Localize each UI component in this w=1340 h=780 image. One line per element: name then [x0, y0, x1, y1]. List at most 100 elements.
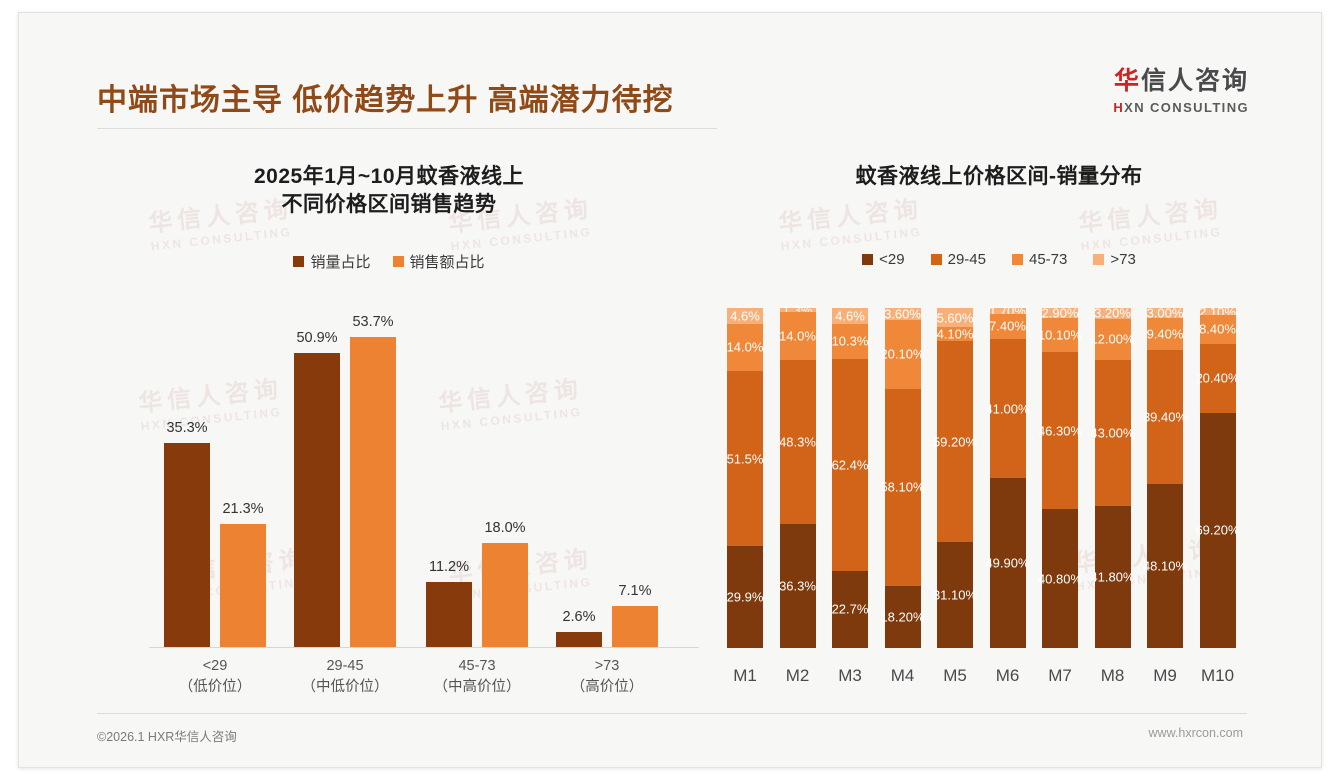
- legend-item[interactable]: >73: [1093, 251, 1136, 268]
- stacked-bar-column[interactable]: 3.20% 12.00% 43.00% 41.80%: [1090, 306, 1135, 648]
- legend-swatch-icon: [862, 254, 874, 265]
- bar-rect[interactable]: [612, 606, 658, 647]
- legend-item[interactable]: 销售额占比: [392, 251, 485, 272]
- stacked-bar-column[interactable]: 2.10% 8.40% 20.40% 69.20%: [1195, 304, 1240, 648]
- stacked-bar-segment[interactable]: 3.60%: [884, 306, 921, 322]
- stacked-bar-segment[interactable]: 51.5%: [727, 371, 763, 547]
- stacked-bar-segment[interactable]: 22.7%: [832, 570, 868, 648]
- stacked-bar-segment[interactable]: 10.3%: [831, 323, 869, 359]
- legend-swatch-icon: [1012, 254, 1023, 265]
- legend-item[interactable]: 29-45: [930, 251, 986, 268]
- stacked-bar-segment[interactable]: 41.80%: [1090, 505, 1135, 648]
- stacked-bar-segment[interactable]: 2.90%: [1042, 305, 1079, 320]
- bar-rect[interactable]: [220, 524, 266, 647]
- bar-rect[interactable]: [164, 443, 210, 647]
- segment-value-label: 59.20%: [932, 434, 978, 450]
- segment-value-label: 3.00%: [1146, 305, 1184, 321]
- stacked-bar-segment[interactable]: 14.0%: [727, 323, 763, 372]
- bar-column[interactable]: 53.7%: [350, 301, 396, 647]
- stacked-bar-segment[interactable]: 20.40%: [1195, 343, 1240, 413]
- stacked-bar-segment[interactable]: 39.40%: [1143, 350, 1187, 485]
- stacked-bar-column[interactable]: 3.60% 20.10% 58.10% 18.20%: [880, 306, 925, 648]
- bar-column[interactable]: 50.9%: [294, 301, 340, 647]
- header-divider: [97, 128, 717, 129]
- stacked-bar-column[interactable]: 2.90% 10.10% 46.30% 40.80%: [1038, 305, 1082, 648]
- bar-rect[interactable]: [482, 543, 528, 647]
- stacked-bar-column[interactable]: 4.6% 14.0% 51.5% 29.9%: [727, 308, 763, 648]
- stacked-bar-segment[interactable]: 5.60%: [936, 308, 974, 328]
- stacked-bar-segment[interactable]: 59.20%: [933, 340, 977, 543]
- segment-value-label: 5.60%: [936, 310, 974, 326]
- x-axis-tick: <29 （低价位）: [151, 656, 279, 698]
- stacked-bar-segment[interactable]: 12.00%: [1090, 318, 1135, 360]
- stacked-bar-column[interactable]: 3.00% 9.40% 39.40% 48.10%: [1143, 305, 1187, 648]
- bar-column[interactable]: 2.6%: [556, 301, 602, 647]
- watermark: 华信人咨询 HXN CONSULTING: [1077, 196, 1226, 254]
- stacked-bar-column[interactable]: 1.70% 7.40% 41.00% 49.90%: [985, 303, 1030, 648]
- bar-value-label: 21.3%: [222, 501, 264, 518]
- stacked-bar-segment[interactable]: 4.6%: [727, 308, 763, 324]
- stacked-bar-column[interactable]: 5.60% 4.10% 59.20% 31.10%: [933, 308, 977, 648]
- stacked-bar-segment[interactable]: 29.9%: [727, 546, 763, 648]
- segment-value-label: 43.00%: [1090, 425, 1135, 441]
- stacked-bar-segment[interactable]: 8.40%: [1199, 315, 1236, 344]
- stacked-bar-column[interactable]: 4.6% 10.3% 62.4% 22.7%: [832, 308, 868, 648]
- segment-value-label: 12.00%: [1090, 331, 1135, 347]
- segment-value-label: 41.00%: [985, 401, 1030, 417]
- stacked-bar-segment[interactable]: 58.10%: [880, 388, 925, 587]
- bar-rect[interactable]: [294, 353, 340, 647]
- stacked-bar-segment[interactable]: 62.4%: [832, 358, 868, 571]
- watermark-cn: 华信人咨询: [1077, 195, 1225, 238]
- segment-value-label: 14.0%: [779, 328, 816, 344]
- stacked-bar-segment[interactable]: 3.20%: [1094, 306, 1131, 321]
- stacked-bar-segment[interactable]: 69.20%: [1195, 412, 1240, 648]
- bar-rect[interactable]: [350, 337, 396, 647]
- segment-value-label: 10.3%: [831, 333, 869, 349]
- stacked-bar-segment[interactable]: 20.10%: [880, 320, 925, 389]
- stacked-bar-segment[interactable]: 40.80%: [1038, 509, 1082, 648]
- stacked-bar-segment[interactable]: 9.40%: [1147, 318, 1183, 351]
- stacked-bar-segment[interactable]: 18.20%: [880, 586, 925, 648]
- stacked-bar-segment[interactable]: 46.30%: [1038, 352, 1082, 510]
- left-chart-title-line2: 不同价格区间销售趋势: [281, 192, 497, 216]
- bar-rect[interactable]: [556, 632, 602, 647]
- segment-value-label: 3.60%: [884, 306, 921, 322]
- logo-chinese-text: 华信人咨询: [1113, 67, 1249, 95]
- bar-column[interactable]: 21.3%: [220, 301, 266, 647]
- legend-item[interactable]: <29: [862, 251, 905, 268]
- stacked-bar-segment[interactable]: 41.00%: [985, 338, 1030, 479]
- bar-rect[interactable]: [426, 582, 472, 647]
- stacked-bar-segment[interactable]: 48.3%: [779, 360, 816, 525]
- watermark-en: HXN CONSULTING: [780, 224, 923, 254]
- segment-value-label: 4.10%: [936, 326, 974, 342]
- stacked-bar-segment[interactable]: 4.6%: [832, 308, 868, 324]
- stacked-bar-segment[interactable]: 49.90%: [985, 478, 1030, 648]
- segment-value-label: 69.20%: [1195, 522, 1240, 538]
- stacked-bar-segment[interactable]: 43.00%: [1090, 359, 1135, 506]
- bar-column[interactable]: 7.1%: [612, 301, 658, 647]
- segment-value-label: 48.3%: [779, 434, 816, 450]
- legend-label: 29-45: [947, 251, 986, 268]
- stacked-bar-segment[interactable]: 48.10%: [1143, 484, 1187, 648]
- stacked-bar-column[interactable]: 1.3% 14.0% 48.3% 36.3%: [779, 303, 816, 648]
- watermark-en: HXN CONSULTING: [1080, 224, 1223, 254]
- stacked-bar-segment[interactable]: 7.40%: [989, 313, 1026, 339]
- stacked-bar-segment[interactable]: 2.10%: [1199, 304, 1236, 319]
- legend-item[interactable]: 45-73: [1012, 251, 1067, 268]
- bar-value-label: 18.0%: [484, 520, 526, 537]
- bar-column[interactable]: 18.0%: [482, 301, 528, 647]
- left-chart-axis: [149, 647, 699, 648]
- bar-column[interactable]: 11.2%: [426, 301, 472, 647]
- bar-column[interactable]: 35.3%: [164, 301, 210, 647]
- stacked-bar-segment[interactable]: 3.00%: [1146, 305, 1184, 321]
- stacked-bar-segment[interactable]: 31.10%: [933, 542, 977, 648]
- legend-item[interactable]: 销量占比: [293, 251, 371, 272]
- bar-value-label: 35.3%: [166, 420, 208, 437]
- stacked-bar-segment[interactable]: 14.0%: [779, 312, 816, 360]
- bar-value-label: 7.1%: [618, 583, 652, 600]
- stacked-bar-segment[interactable]: 10.10%: [1038, 317, 1082, 353]
- segment-value-label: 40.80%: [1037, 571, 1083, 587]
- stacked-bar-segment[interactable]: 4.10%: [936, 326, 974, 342]
- stacked-bar-segment[interactable]: 36.3%: [779, 524, 816, 648]
- x-axis-tick: M8: [1100, 666, 1125, 685]
